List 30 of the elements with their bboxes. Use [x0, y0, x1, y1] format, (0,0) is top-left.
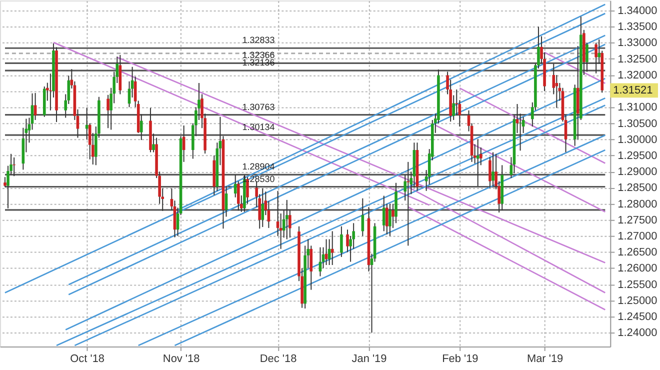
y-tick-label: 1.29000: [618, 166, 658, 178]
y-tick-label: 1.33000: [618, 37, 658, 50]
y-tick-label: 1.28500: [618, 182, 658, 194]
y-tick-label: 1.29500: [618, 150, 658, 162]
y-tick-label: 1.27000: [618, 230, 658, 243]
y-tick-label: 1.25500: [618, 278, 658, 291]
y-tick-label: 1.26500: [618, 246, 658, 259]
y-tick-label: 1.24000: [618, 327, 658, 340]
y-tick-label: 1.30500: [618, 118, 658, 130]
text: 1.31521: [613, 84, 653, 96]
ref-line-label: 1.32833: [242, 35, 275, 46]
y-tick-label: 1.24500: [618, 311, 658, 324]
x-tick-label: Dec '18: [260, 352, 297, 365]
y-tick-label: 1.32500: [618, 53, 658, 66]
y-tick-label: 1.33500: [618, 21, 658, 34]
y-tick-label: 1.30000: [618, 134, 658, 146]
x-tick-label: Oct '18: [70, 352, 105, 365]
ref-line-label: 1.30763: [242, 102, 275, 112]
x-tick-label: Jan '19: [352, 352, 387, 365]
x-tick-label: Feb '19: [442, 352, 478, 365]
y-tick-label: 1.31000: [618, 102, 658, 114]
y-tick-label: 1.25000: [618, 294, 658, 307]
x-tick-label: Nov '18: [162, 352, 200, 365]
ref-line-label: 1.32366: [242, 50, 275, 60]
y-tick-label: 1.26000: [618, 262, 658, 275]
x-tick-label: Mar '19: [526, 352, 564, 365]
y-tick-label: 1.34000: [618, 5, 658, 18]
y-tick-label: 1.27500: [618, 214, 658, 226]
y-tick-label: 1.28000: [618, 198, 658, 210]
y-tick-label: 1.32000: [618, 69, 658, 82]
